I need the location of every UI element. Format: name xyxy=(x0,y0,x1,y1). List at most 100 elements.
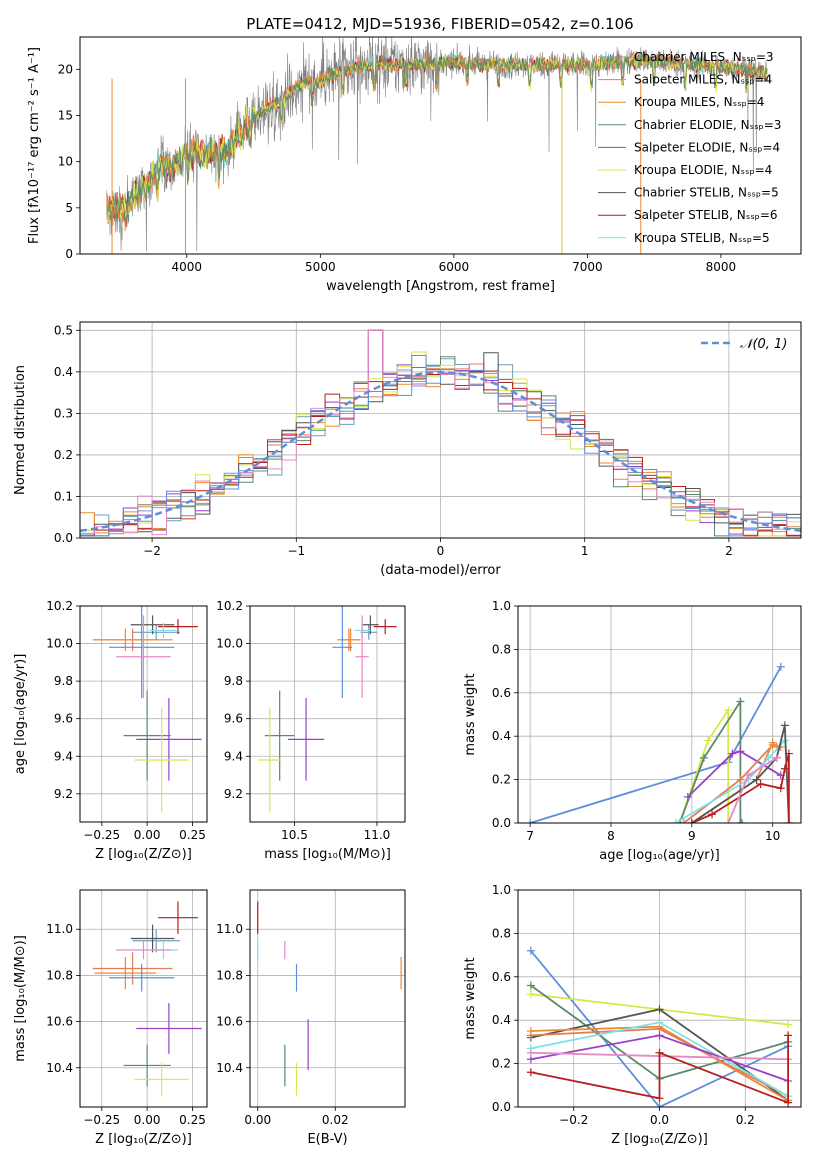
series-marker xyxy=(736,747,745,756)
legend-label: Salpeter STELIB, Nₛₛₚ=6 xyxy=(634,208,778,222)
series-marker xyxy=(655,1018,664,1027)
data-point-ssp_blue xyxy=(332,606,353,699)
x-axis-label: Z [log₁₀(Z/Z⊙)] xyxy=(95,1132,192,1147)
data-point-kroupa_stelib xyxy=(148,622,178,638)
y-axis-label: mass weight xyxy=(463,673,478,755)
plot-area xyxy=(526,946,793,1107)
x-tick-label: −0.2 xyxy=(559,1113,588,1127)
y-tick-label: 9.4 xyxy=(224,749,243,763)
y-tick-label: 15 xyxy=(58,108,73,122)
data-point-chabrier_stelib xyxy=(130,615,175,635)
panel-mass-weight-vs-age: 7 8 9 10 0.0 0.2 0.4 0.6 0.8 1.0 age [log₁₀(age/yr… xyxy=(463,599,802,863)
x-tick-label: 5000 xyxy=(305,260,336,274)
x-axis-label: mass [log₁₀(M/M⊙)] xyxy=(264,847,391,862)
x-tick-label: 8 xyxy=(607,829,615,843)
y-tick-label: 9.4 xyxy=(54,749,73,763)
plot-area xyxy=(80,329,801,537)
y-tick-label: 10.4 xyxy=(216,1061,243,1075)
series-marker xyxy=(704,736,713,745)
series-marker xyxy=(756,779,765,788)
legend-label: Kroupa STELIB, Nₛₛₚ=5 xyxy=(634,231,770,245)
x-tick-label: −1 xyxy=(287,544,305,558)
data-point-ssp_blue xyxy=(109,963,175,992)
series-line-salpeter_elodie xyxy=(687,750,782,798)
figure-title: PLATE=0412, MJD=51936, FIBERID=0542, z=0… xyxy=(246,15,633,33)
series-marker xyxy=(728,749,737,758)
series-marker xyxy=(655,1005,664,1014)
series-marker xyxy=(526,990,535,999)
axes-frame xyxy=(79,36,802,255)
y-tick-label: 0.0 xyxy=(492,816,511,830)
data-point-chabrier_elodie xyxy=(123,1044,171,1087)
series-marker xyxy=(526,946,535,955)
data-point-chabrier_miles xyxy=(132,929,180,953)
data-point-chabrier_miles xyxy=(132,624,180,640)
y-tick-label: 10.4 xyxy=(46,1061,73,1075)
y-tick-label: 0.8 xyxy=(492,642,511,656)
series-marker xyxy=(526,1031,535,1040)
y-tick-label: 0.2 xyxy=(492,773,511,787)
series-marker xyxy=(526,1068,535,1077)
plot-area xyxy=(526,662,793,823)
series-marker xyxy=(671,819,680,823)
y-tick-label: 0.6 xyxy=(492,686,511,700)
series-marker xyxy=(784,1020,793,1029)
y-tick-label: 1.0 xyxy=(492,599,511,613)
model-fit-chabrier_elodie xyxy=(106,53,768,223)
legend-label: Chabrier MILES, Nₛₛₚ=3 xyxy=(634,50,774,64)
x-tick-label: 0.0 xyxy=(650,1113,669,1127)
series-marker xyxy=(724,819,733,823)
axes-frame xyxy=(249,605,406,823)
series-marker xyxy=(687,819,696,823)
data-point-salpeter_stelib xyxy=(158,901,198,934)
series-marker xyxy=(784,1031,793,1040)
series-marker xyxy=(736,819,745,823)
x-tick-label: 0.00 xyxy=(244,1113,271,1127)
panel-residuals: −2 −1 0 1 2 0.0 0.1 0.2 0.3 0.4 0.5 (data-model)/er… xyxy=(13,321,802,578)
data-point-chabrier_stelib xyxy=(362,615,379,635)
x-axis-label: age [log₁₀(age/yr)] xyxy=(599,848,720,863)
y-axis-label: age [log₁₀(age/yr)] xyxy=(13,654,28,775)
y-tick-label: 11.0 xyxy=(46,922,73,936)
y-tick-label: 10 xyxy=(58,155,73,169)
panel-mass-weight-vs-Z: −0.2 0.0 0.2 0.0 0.2 0.4 0.6 0.8 1.0 Z [log₁₀(Z/Z… xyxy=(463,883,802,1147)
series-marker xyxy=(655,1048,664,1057)
data-point-chabrier_elodie xyxy=(123,690,171,781)
panel-spectrum: 4000 5000 6000 7000 8000 0 5 10 15 20 wavelength [… xyxy=(27,36,802,294)
axes-frame xyxy=(517,889,802,1108)
data-point-ssp_blue xyxy=(109,606,175,699)
y-tick-label: 11.0 xyxy=(216,922,243,936)
x-axis-label: E(B-V) xyxy=(307,1132,347,1147)
y-tick-label: 0.1 xyxy=(54,489,73,503)
data-point-salpeter_elodie xyxy=(136,698,202,781)
y-tick-label: 0.2 xyxy=(492,1057,511,1071)
plot-area xyxy=(92,606,202,813)
panel-age-vs-mass: 10.5 11.0 9.2 9.4 9.6 9.8 10.0 10.2 mass [log₁₀(… xyxy=(216,599,406,862)
x-tick-label: 1 xyxy=(581,544,589,558)
series-marker xyxy=(736,697,745,706)
y-tick-label: 9.8 xyxy=(54,674,73,688)
series-marker xyxy=(526,819,535,823)
histogram-salpeter_elodie xyxy=(80,329,801,537)
y-tick-label: 0.6 xyxy=(492,970,511,984)
series-marker xyxy=(776,662,785,671)
axes-frame xyxy=(517,605,802,824)
y-tick-label: 5 xyxy=(65,201,73,215)
legend-label: 𝒩(0, 1) xyxy=(740,337,787,352)
y-tick-label: 0.4 xyxy=(492,729,511,743)
y-tick-label: 10.6 xyxy=(46,1015,73,1029)
series-marker xyxy=(784,1098,793,1107)
y-tick-label: 0 xyxy=(65,247,73,261)
legend-label: Kroupa ELODIE, Nₛₛₚ=4 xyxy=(634,163,772,177)
series-marker xyxy=(679,819,688,823)
x-tick-label: −2 xyxy=(143,544,161,558)
x-tick-label: 7 xyxy=(526,829,534,843)
x-tick-label: 2 xyxy=(725,544,733,558)
x-axis-label: wavelength [Angstrom, rest frame] xyxy=(326,279,555,294)
x-tick-label: 0.00 xyxy=(134,1113,161,1127)
panel-mass-vs-ebv: 0.00 0.02 10.4 10.6 10.8 11.0 E(B-V) xyxy=(216,889,406,1147)
data-point-kroupa_elodie xyxy=(258,707,282,813)
legend-label: Salpeter ELODIE, Nₛₛₚ=4 xyxy=(634,140,780,154)
